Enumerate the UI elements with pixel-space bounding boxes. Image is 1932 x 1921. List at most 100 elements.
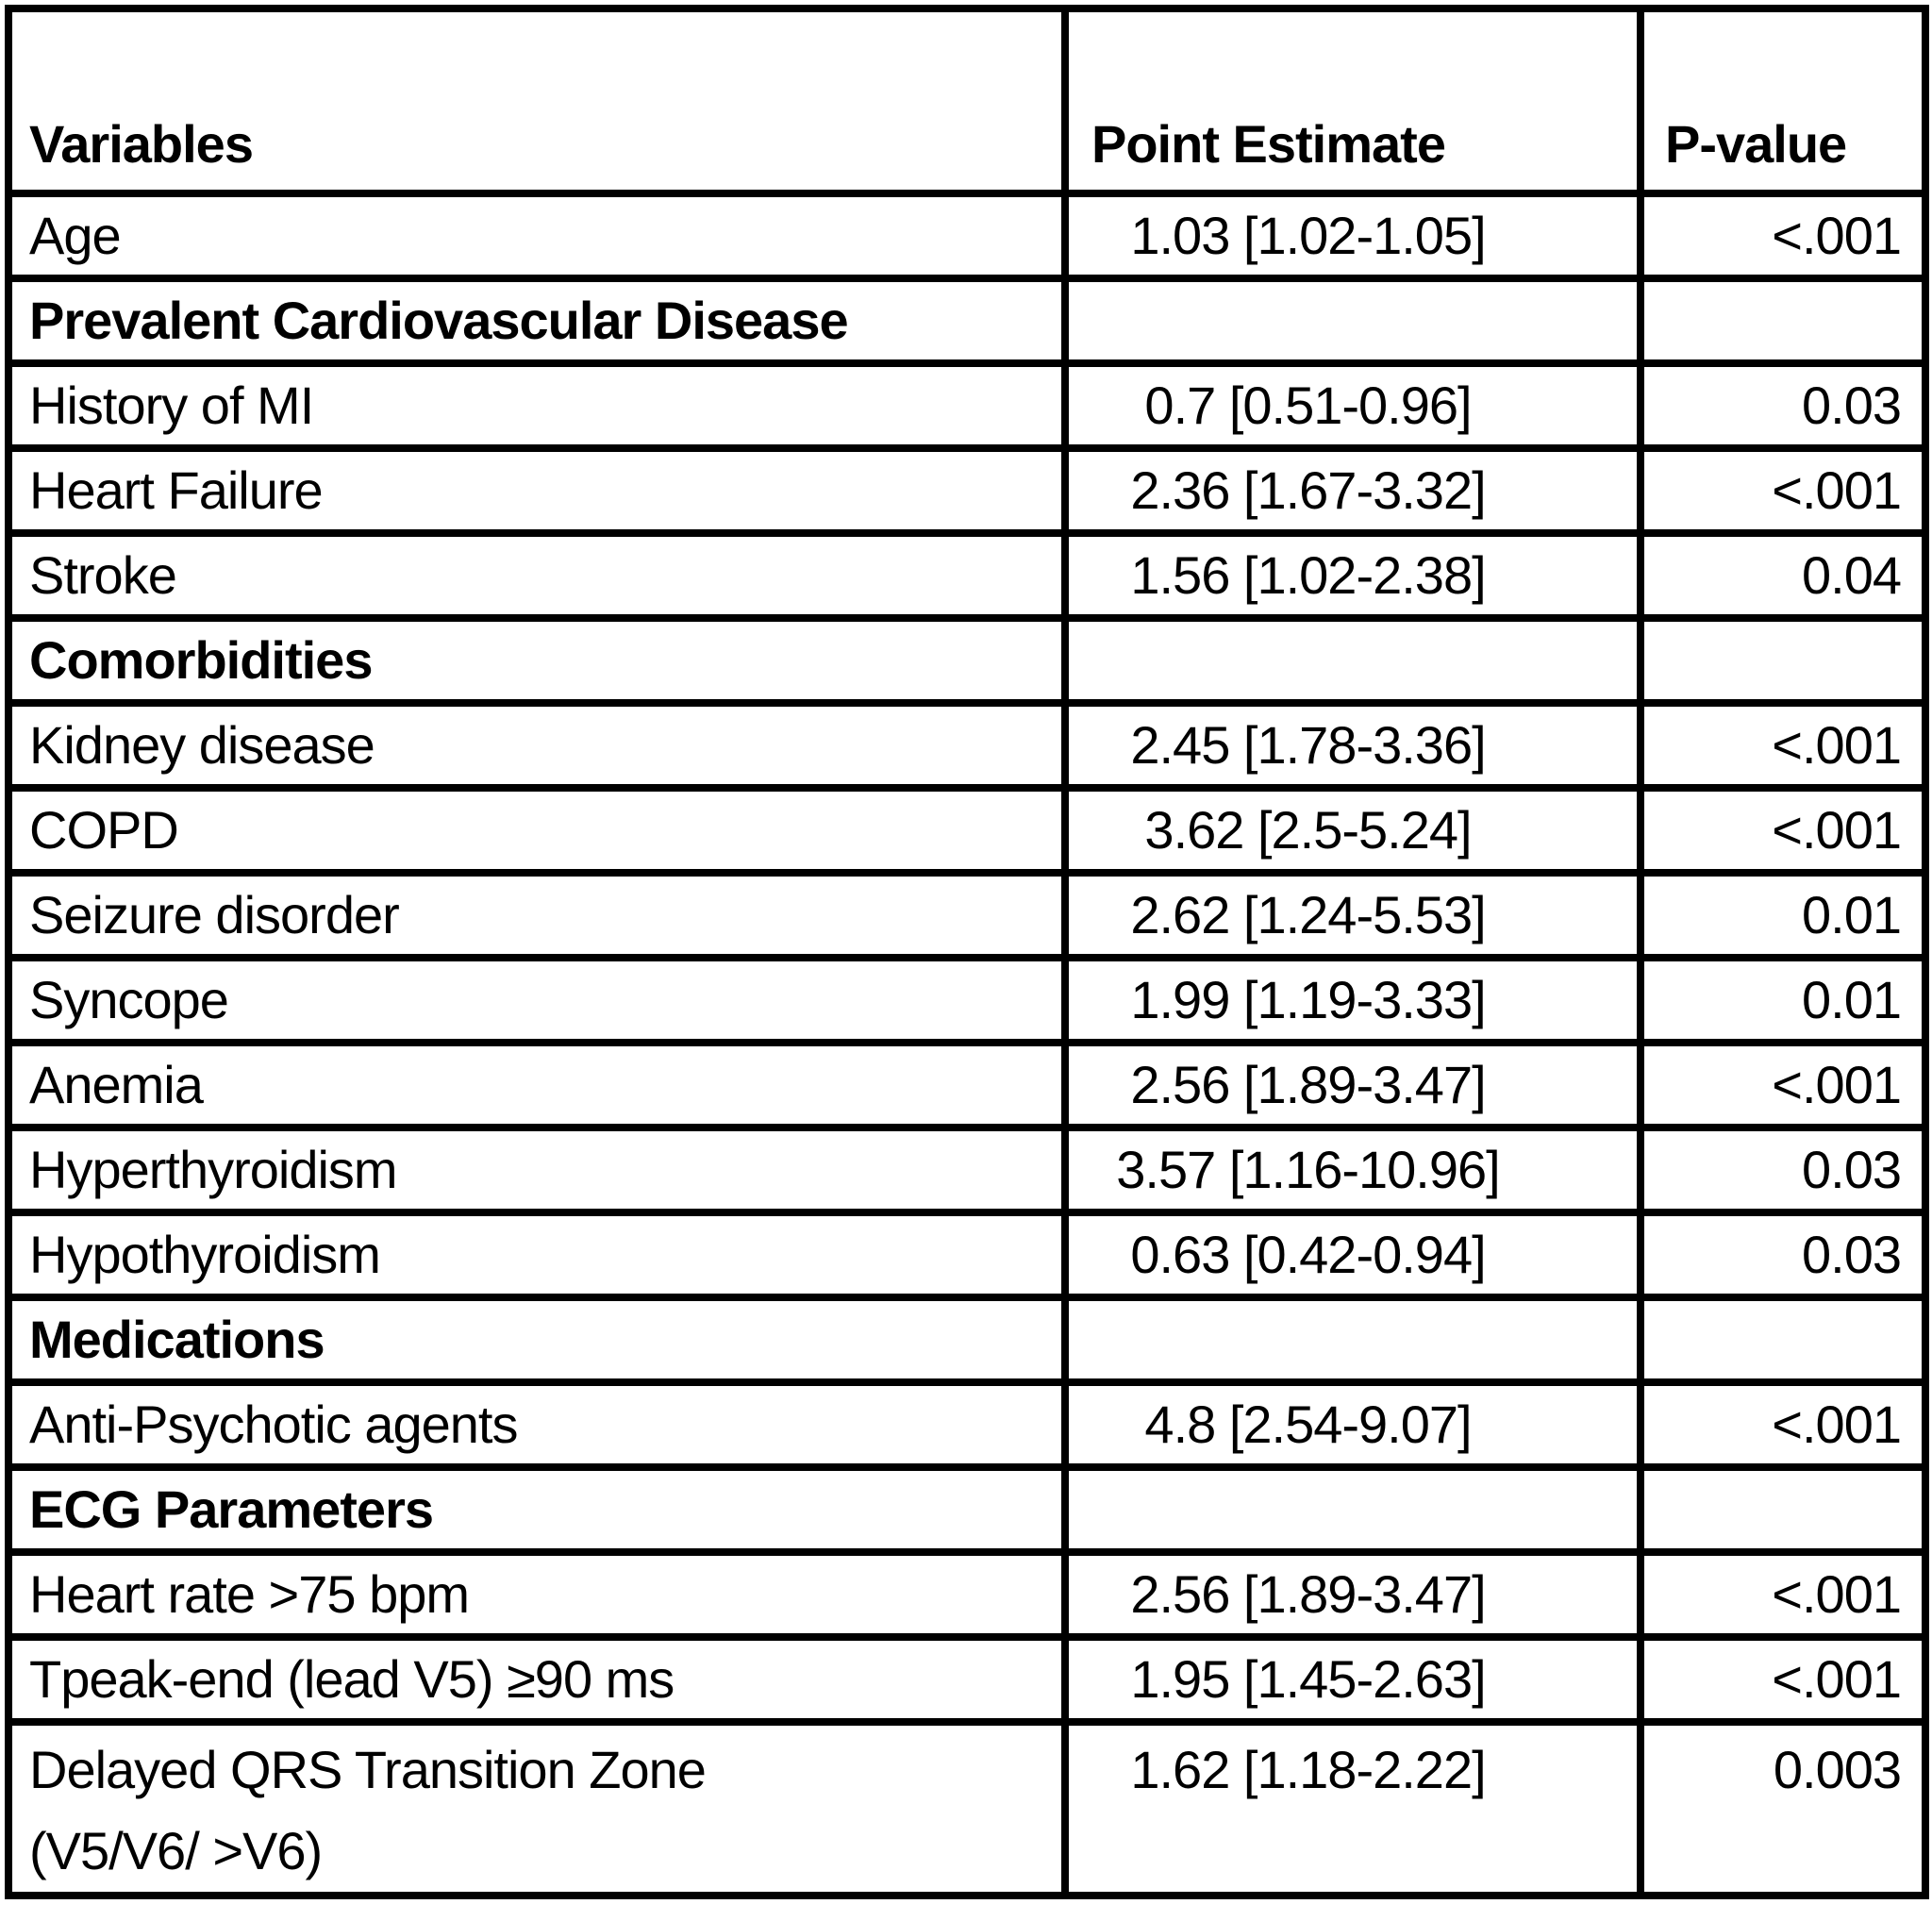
variable-cell: Seizure disorder (5, 869, 1069, 961)
p-value-cell: <.001 (1637, 190, 1929, 282)
point-estimate-cell: 2.62 [1.24-5.53] (1061, 869, 1644, 961)
table-row: Hyperthyroidism 3.57 [1.16-10.96] 0.03 (5, 1124, 1929, 1216)
variable-cell: Kidney disease (5, 699, 1069, 792)
col-header-variables: Variables (5, 5, 1069, 197)
variable-label: Tpeak-end (lead V5) ≥90 ms (29, 1649, 675, 1709)
variable-label: Seizure disorder (29, 885, 400, 944)
variable-cell: Tpeak-end (lead V5) ≥90 ms (5, 1633, 1069, 1726)
variable-cell: Heart rate >75 bpm (5, 1548, 1069, 1641)
p-value-cell: 0.003 (1637, 1718, 1929, 1899)
variable-cell: COPD (5, 784, 1069, 877)
section-row: Medications (5, 1294, 1929, 1386)
table-row: Hypothyroidism 0.63 [0.42-0.94] 0.03 (5, 1209, 1929, 1301)
p-value-cell (1637, 275, 1929, 367)
p-value-cell: 0.03 (1637, 1209, 1929, 1301)
point-estimate-cell: 3.62 [2.5-5.24] (1061, 784, 1644, 877)
variable-cell: Delayed QRS Transition Zone (V5/V6/ >V6) (5, 1718, 1069, 1899)
p-value-cell: 0.01 (1637, 954, 1929, 1046)
point-estimate-cell: 2.56 [1.89-3.47] (1061, 1039, 1644, 1131)
table-row: Age 1.03 [1.02-1.05] <.001 (5, 190, 1929, 282)
table-row: Syncope 1.99 [1.19-3.33] 0.01 (5, 954, 1929, 1046)
section-row: ECG Parameters (5, 1463, 1929, 1556)
variable-label-line2: (V5/V6/ >V6) (29, 1821, 323, 1880)
point-estimate-cell: 1.62 [1.18-2.22] (1061, 1718, 1644, 1899)
table-row: History of MI 0.7 [0.51-0.96] 0.03 (5, 359, 1929, 452)
variable-cell: Prevalent Cardiovascular Disease (5, 275, 1069, 367)
variable-label: Medications (29, 1310, 325, 1369)
header-row: Variables Point Estimate P-value (5, 5, 1929, 197)
point-estimate-cell: 4.8 [2.54-9.07] (1061, 1378, 1644, 1471)
point-estimate-cell: 3.57 [1.16-10.96] (1061, 1124, 1644, 1216)
variable-label: Hyperthyroidism (29, 1140, 398, 1199)
variable-label: Anemia (29, 1055, 204, 1114)
variable-cell: Anti-Psychotic agents (5, 1378, 1069, 1471)
p-value-cell: <.001 (1637, 1633, 1929, 1726)
variable-label: Prevalent Cardiovascular Disease (29, 291, 849, 350)
table-row: Delayed QRS Transition Zone (V5/V6/ >V6) 1… (5, 1718, 1929, 1899)
variable-label: Heart rate >75 bpm (29, 1564, 470, 1624)
p-value-cell: <.001 (1637, 784, 1929, 877)
point-estimate-cell: 2.56 [1.89-3.47] (1061, 1548, 1644, 1641)
variable-label: COPD (29, 800, 179, 860)
point-estimate-cell: 0.7 [0.51-0.96] (1061, 359, 1644, 452)
variable-cell: Anemia (5, 1039, 1069, 1131)
variable-label: Hypothyroidism (29, 1225, 381, 1284)
variable-label: Kidney disease (29, 715, 375, 775)
p-value-cell: 0.03 (1637, 359, 1929, 452)
point-estimate-cell: 1.03 [1.02-1.05] (1061, 190, 1644, 282)
variable-label: History of MI (29, 376, 314, 435)
variable-cell: Comorbidities (5, 614, 1069, 707)
variable-cell: ECG Parameters (5, 1463, 1069, 1556)
variable-cell: Heart Failure (5, 444, 1069, 537)
variable-cell: Syncope (5, 954, 1069, 1046)
table-row: Anti-Psychotic agents 4.8 [2.54-9.07] <.00… (5, 1378, 1929, 1471)
p-value-cell: <.001 (1637, 1039, 1929, 1131)
point-estimate-cell: 1.56 [1.02-2.38] (1061, 529, 1644, 622)
p-value-cell: 0.03 (1637, 1124, 1929, 1216)
variable-label: Stroke (29, 545, 177, 605)
table-row: Stroke 1.56 [1.02-2.38] 0.04 (5, 529, 1929, 622)
p-value-cell: <.001 (1637, 1378, 1929, 1471)
variable-label: Anti-Psychotic agents (29, 1395, 518, 1454)
variable-label: Age (29, 206, 122, 265)
point-estimate-cell (1061, 614, 1644, 707)
p-value-cell: <.001 (1637, 1548, 1929, 1641)
table-row: Tpeak-end (lead V5) ≥90 ms 1.95 [1.45-2.6… (5, 1633, 1929, 1726)
variable-label: Comorbidities (29, 630, 373, 690)
p-value-cell: <.001 (1637, 699, 1929, 792)
variable-cell: Medications (5, 1294, 1069, 1386)
results-table: Variables Point Estimate P-value Age 1.03… (5, 5, 1929, 1899)
p-value-cell: 0.04 (1637, 529, 1929, 622)
variable-cell: Hypothyroidism (5, 1209, 1069, 1301)
point-estimate-cell: 1.95 [1.45-2.63] (1061, 1633, 1644, 1726)
point-estimate-cell (1061, 275, 1644, 367)
p-value-cell: <.001 (1637, 444, 1929, 537)
p-value-cell: 0.01 (1637, 869, 1929, 961)
section-row: Prevalent Cardiovascular Disease (5, 275, 1929, 367)
point-estimate-cell: 2.36 [1.67-3.32] (1061, 444, 1644, 537)
variable-label: Syncope (29, 970, 229, 1029)
point-estimate-cell: 1.99 [1.19-3.33] (1061, 954, 1644, 1046)
col-header-point-estimate: Point Estimate (1061, 5, 1644, 197)
table-row: Heart Failure 2.36 [1.67-3.32] <.001 (5, 444, 1929, 537)
table-row: Seizure disorder 2.62 [1.24-5.53] 0.01 (5, 869, 1929, 961)
variable-cell: Age (5, 190, 1069, 282)
point-estimate-cell (1061, 1463, 1644, 1556)
variable-label: Delayed QRS Transition Zone (29, 1740, 707, 1799)
section-row: Comorbidities (5, 614, 1929, 707)
p-value-cell (1637, 1294, 1929, 1386)
variable-label: Heart Failure (29, 460, 324, 520)
point-estimate-cell (1061, 1294, 1644, 1386)
table-row: COPD 3.62 [2.5-5.24] <.001 (5, 784, 1929, 877)
variable-cell: History of MI (5, 359, 1069, 452)
point-estimate-cell: 0.63 [0.42-0.94] (1061, 1209, 1644, 1301)
variable-label: ECG Parameters (29, 1479, 434, 1539)
table-row: Kidney disease 2.45 [1.78-3.36] <.001 (5, 699, 1929, 792)
table-row: Heart rate >75 bpm 2.56 [1.89-3.47] <.001 (5, 1548, 1929, 1641)
p-value-cell (1637, 1463, 1929, 1556)
table-row: Anemia 2.56 [1.89-3.47] <.001 (5, 1039, 1929, 1131)
col-header-p-value: P-value (1637, 5, 1929, 197)
point-estimate-cell: 2.45 [1.78-3.36] (1061, 699, 1644, 792)
p-value-cell (1637, 614, 1929, 707)
